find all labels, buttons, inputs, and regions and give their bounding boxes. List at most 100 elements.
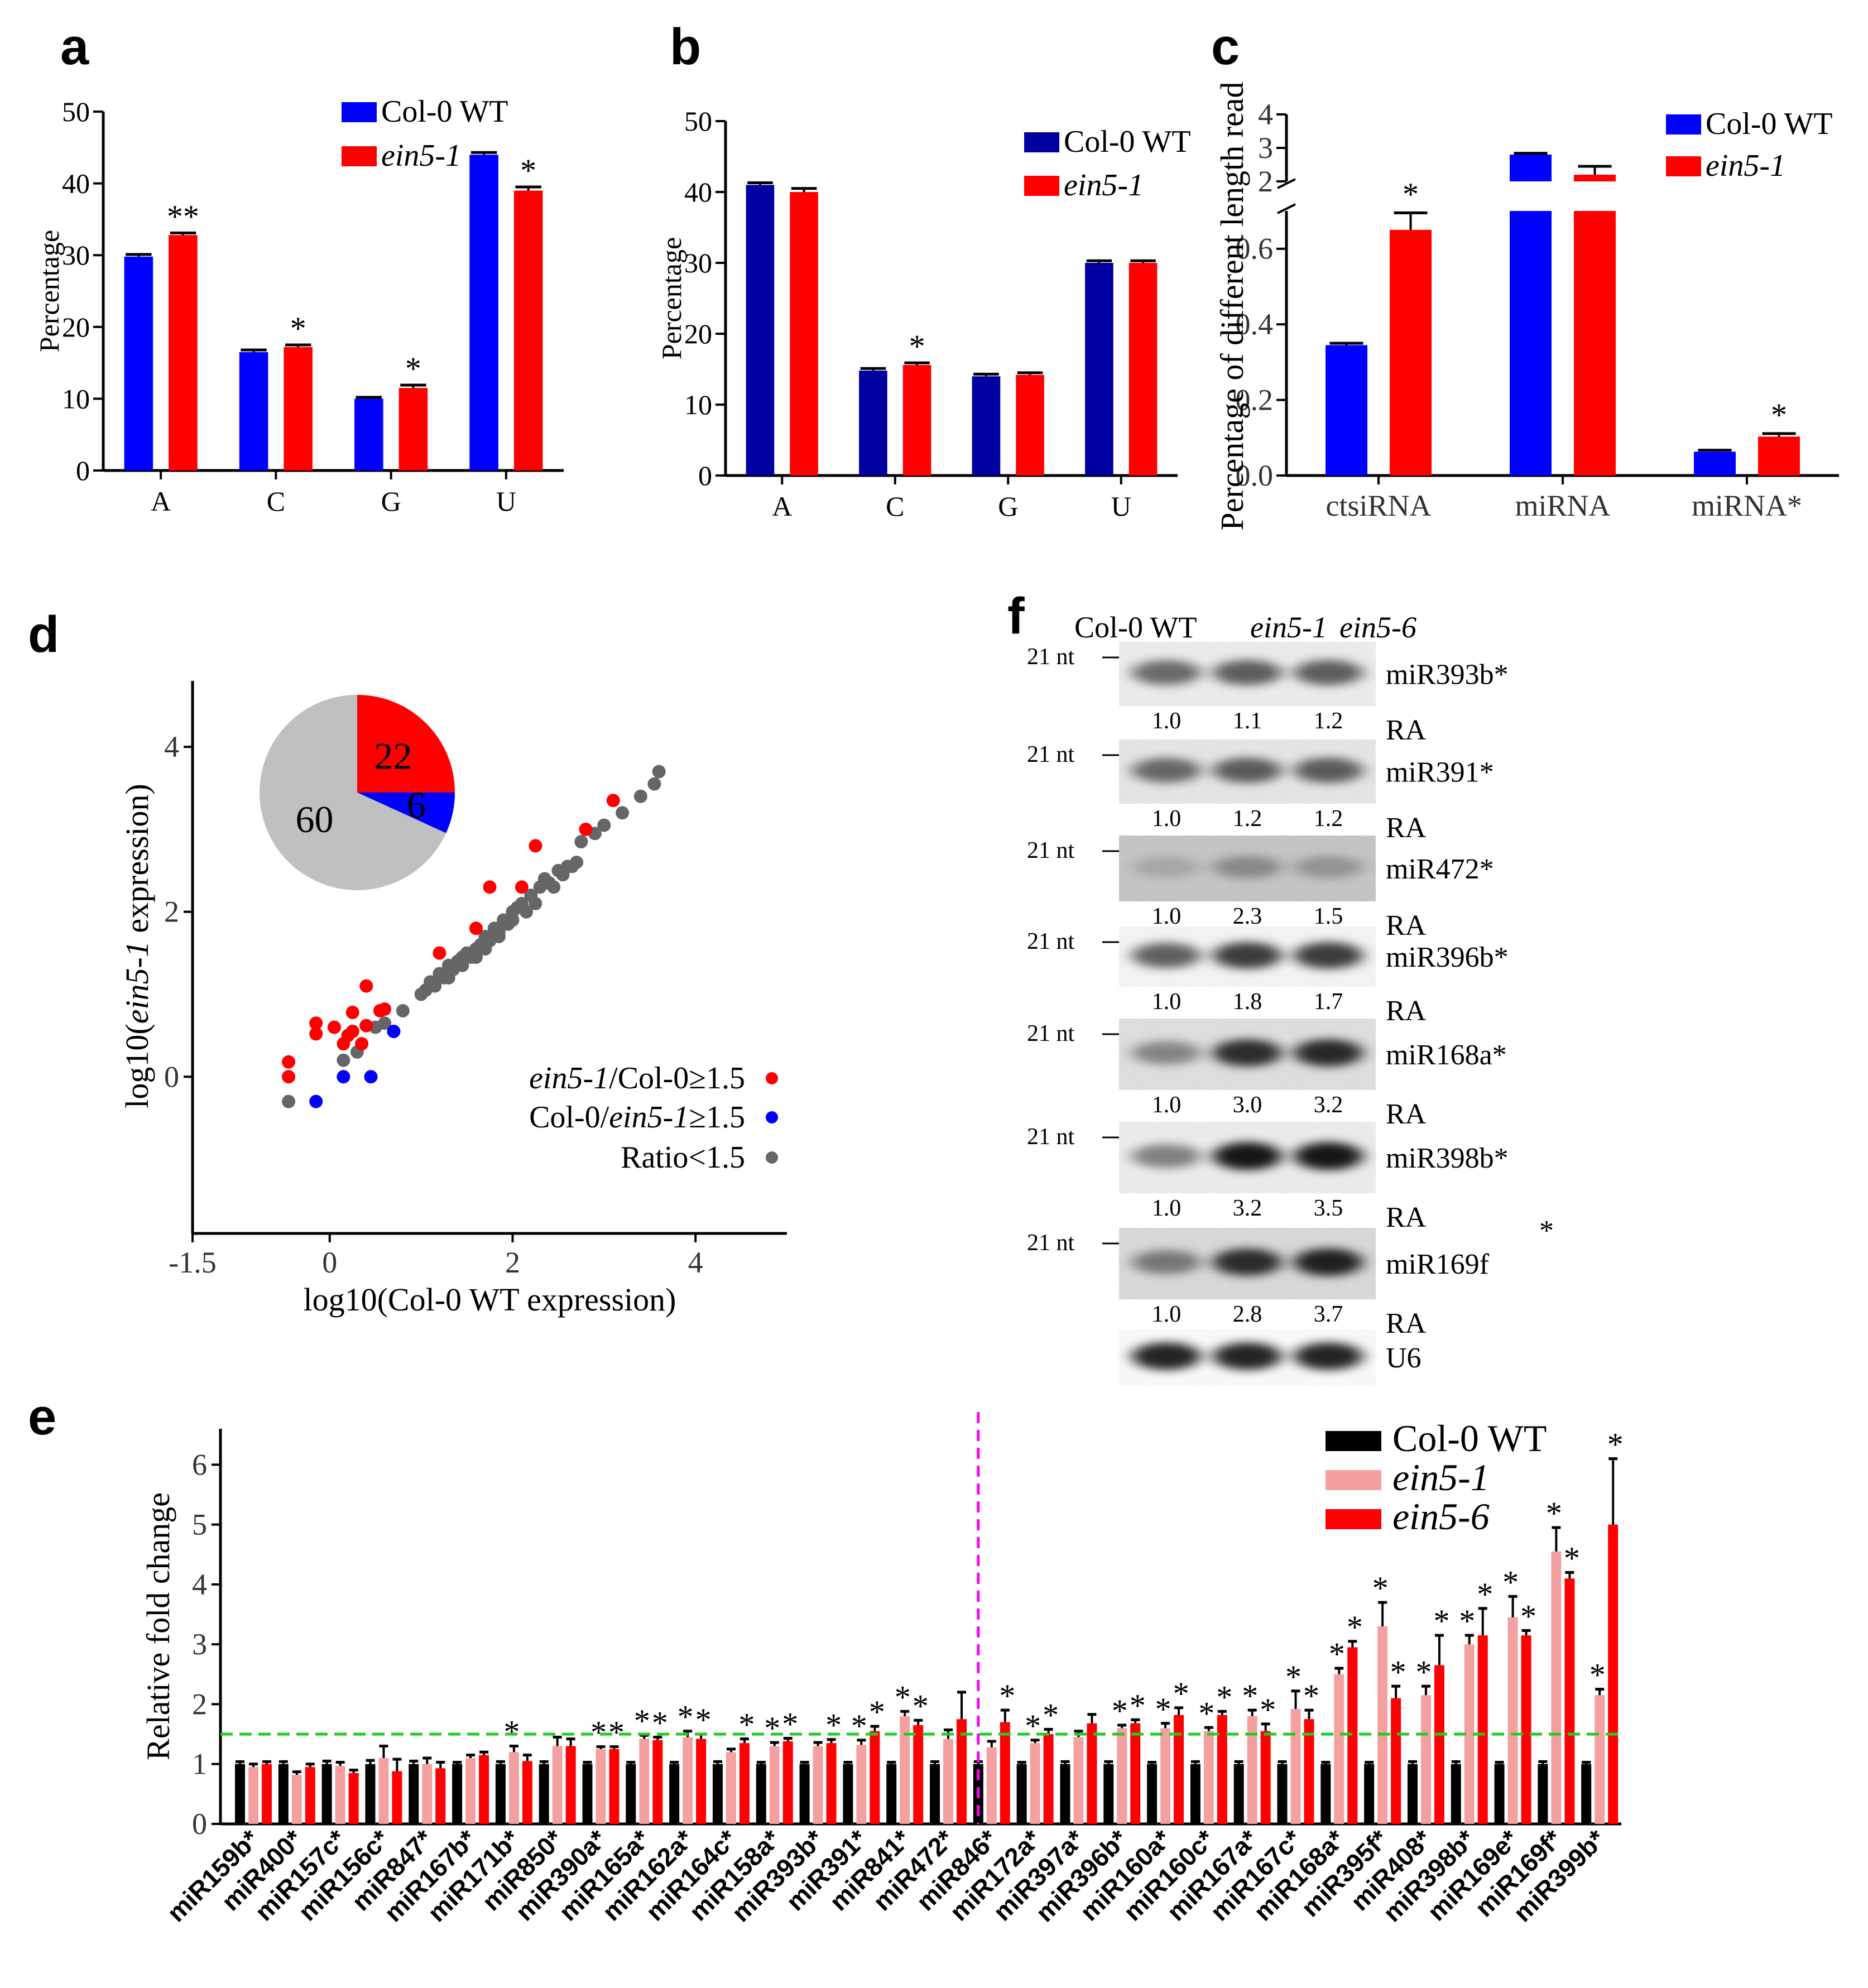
blot-band bbox=[1213, 1342, 1282, 1370]
relative-abundance-value: 3.0 bbox=[1233, 1092, 1262, 1118]
significance-star: * bbox=[652, 1704, 668, 1741]
ra-label: RA bbox=[1386, 1308, 1427, 1339]
panel-label-d: d bbox=[28, 606, 59, 663]
point-grey bbox=[478, 942, 492, 956]
blot-band bbox=[1213, 1039, 1282, 1067]
point-grey bbox=[529, 896, 542, 910]
x-axis-label: log10(Col-0 WT expression) bbox=[304, 1281, 676, 1318]
significance-star: * bbox=[782, 1706, 798, 1742]
significance-star: * bbox=[695, 1702, 712, 1738]
bar-ein5-6-miR171b* bbox=[522, 1761, 532, 1824]
relative-abundance-value: 1.0 bbox=[1152, 904, 1182, 929]
blot-band bbox=[1132, 943, 1201, 968]
blot-row-miR391-star: miR391* 21 nt 1.0 1.2 1.2 RA bbox=[1027, 740, 1494, 844]
bar-upper-ein5-1-miRNA bbox=[1574, 175, 1616, 181]
y-tick-label: 4 bbox=[192, 1568, 207, 1601]
point-red bbox=[327, 1020, 341, 1034]
legend-marker bbox=[766, 1111, 778, 1123]
bar-ein5-1-miRNA* bbox=[1758, 436, 1800, 476]
bar-ein5-1-miR397a* bbox=[1073, 1737, 1084, 1824]
size-marker: 21 nt bbox=[1027, 929, 1075, 954]
point-grey bbox=[574, 835, 588, 849]
bar-ein5-1-C bbox=[902, 364, 931, 476]
bar-ein5-6-miR169f* bbox=[1564, 1578, 1575, 1824]
bar-ein5-1-G bbox=[1016, 374, 1044, 476]
legend-ratio: /Col-0≥1.5 bbox=[609, 1061, 745, 1096]
y-tick-label: 0.6 bbox=[1236, 232, 1274, 266]
size-marker: 21 nt bbox=[1027, 742, 1075, 767]
blot-band bbox=[1132, 1144, 1201, 1169]
pie-label: 22 bbox=[374, 735, 412, 777]
blot-row-U6: U6 bbox=[1119, 1329, 1422, 1385]
bar-ein5-1-miR167a* bbox=[1247, 1716, 1257, 1824]
bar-Col-0-WT-miR165a* bbox=[626, 1764, 636, 1824]
legend-swatch-wt bbox=[1024, 132, 1059, 152]
size-marker: 21 nt bbox=[1027, 1230, 1075, 1256]
y-tick-label: 4 bbox=[1258, 98, 1273, 131]
point-blue bbox=[387, 1024, 401, 1038]
blot-row-miR393b-star: miR393b* 21 nt 1.0 1.1 1.2 RA bbox=[1027, 642, 1509, 746]
lane-header: ein5-6 bbox=[1339, 611, 1416, 644]
significance-star: * bbox=[1477, 1576, 1493, 1612]
ra-label: RA bbox=[1386, 910, 1427, 942]
bar-ein5-6-miR399b* bbox=[1608, 1524, 1619, 1824]
significance-star: * bbox=[678, 1699, 694, 1735]
blot-row-label: miR168a* bbox=[1386, 1039, 1507, 1071]
pie-label: 60 bbox=[295, 798, 333, 841]
pie-slice bbox=[357, 793, 455, 833]
bar-ein5-6-miR156c* bbox=[392, 1771, 402, 1824]
point-blue bbox=[364, 1070, 378, 1084]
significance-star: * bbox=[1433, 1603, 1449, 1639]
point-red bbox=[529, 839, 542, 853]
point-blue bbox=[309, 1094, 323, 1108]
axis-break bbox=[1277, 178, 1296, 189]
relative-abundance-value: 1.2 bbox=[1233, 806, 1262, 832]
bar-ein5-6-miR165a* bbox=[652, 1740, 663, 1824]
significance-star: * bbox=[1590, 1657, 1606, 1693]
bar-ein5-1-miR160c* bbox=[1203, 1731, 1214, 1824]
y-tick-label: 2 bbox=[164, 895, 179, 929]
bar-ein5-6-miR397a* bbox=[1087, 1723, 1097, 1824]
ra-label: RA bbox=[1386, 812, 1427, 844]
significance-star: * bbox=[1459, 1603, 1475, 1639]
bar-ein5-6-miR408* bbox=[1434, 1665, 1444, 1824]
y-tick-label: 0.2 bbox=[1236, 383, 1274, 417]
bar-ein5-1-miR165a* bbox=[639, 1739, 650, 1824]
x-tick-label: 0 bbox=[322, 1246, 337, 1279]
blot-band bbox=[1213, 942, 1282, 969]
bar-ein5-1-A bbox=[169, 235, 198, 470]
bar-ein5-6-miR164c* bbox=[739, 1743, 750, 1824]
y-tick-label: 3 bbox=[192, 1627, 207, 1661]
y-axis-label: Percentage bbox=[656, 237, 687, 359]
significance-star: * bbox=[1216, 1679, 1232, 1715]
bar-ein5-6-miR167a* bbox=[1260, 1731, 1271, 1824]
panel-label-b: b bbox=[670, 18, 701, 75]
bar-Col-0-WT-ctsiRNA bbox=[1326, 345, 1367, 476]
y-tick-label: 30 bbox=[684, 247, 712, 278]
bar-lower-Col-0-WT-miRNA bbox=[1510, 211, 1552, 476]
legend-label-wt: Col-0 WT bbox=[1064, 124, 1191, 159]
y-tick-label: 0 bbox=[164, 1060, 179, 1093]
blot-band bbox=[1294, 757, 1363, 783]
panel-a-chart: 0 10 20 30 40 50 A ** C * G * U * Percentage Col-0 WT ei… bbox=[33, 94, 564, 517]
blot-band bbox=[1294, 1039, 1363, 1067]
x-tick-label: G bbox=[998, 491, 1018, 522]
scatter-legend-label: Col-0/ein5-1≥1.5 bbox=[529, 1100, 745, 1135]
legend-ratio-prefix: Col-0/ bbox=[529, 1100, 609, 1135]
bar-Col-0-WT-miR400* bbox=[278, 1764, 289, 1824]
bar-Col-0-WT-miR164c* bbox=[712, 1764, 723, 1824]
blot-band bbox=[1294, 1142, 1363, 1170]
bar-Col-0-WT-U bbox=[1085, 263, 1113, 476]
bar-ein5-1-miR171b* bbox=[508, 1752, 519, 1824]
relative-abundance-value: 1.8 bbox=[1233, 989, 1262, 1015]
relative-abundance-value: 2.8 bbox=[1233, 1302, 1262, 1327]
point-grey bbox=[647, 777, 661, 791]
significance-star: * bbox=[1112, 1693, 1128, 1729]
blot-row-miR168a-star: miR168a* 21 nt 1.0 3.0 3.2 RA bbox=[1027, 1019, 1507, 1130]
x-tick-label: C bbox=[886, 491, 904, 522]
size-marker: 21 nt bbox=[1027, 838, 1075, 863]
bar-ein5-6-miR167b* bbox=[479, 1755, 489, 1824]
significance-star: * bbox=[1502, 1564, 1519, 1600]
significance-star: * bbox=[851, 1708, 867, 1744]
point-grey bbox=[597, 818, 611, 832]
